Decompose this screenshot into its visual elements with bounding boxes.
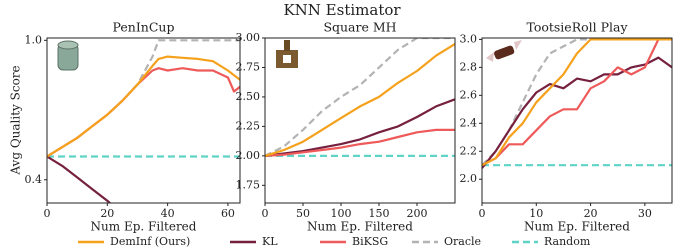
x-tick-label: 20 — [584, 207, 598, 220]
x-axis-label: Num Ep. Filtered — [91, 220, 197, 234]
y-tick-label: 2.8 — [460, 60, 478, 73]
y-tick-label: 2.0 — [460, 172, 478, 185]
x-tick-label: 0 — [262, 207, 269, 220]
x-tick-label: 0 — [44, 207, 51, 220]
y-tick-label: 2.25 — [236, 119, 261, 132]
y-tick-label: 2.00 — [236, 149, 261, 162]
figure-title: KNN Estimator — [283, 1, 401, 19]
series-line — [482, 39, 672, 165]
y-tick-label: 0.4 — [25, 173, 43, 186]
x-tick-label: 0 — [479, 207, 486, 220]
axes-frame — [482, 38, 672, 203]
y-tick-label: 2.50 — [236, 90, 261, 103]
panel-title: TootsieRoll Play — [526, 20, 628, 35]
legend-label: BiKSG — [352, 235, 388, 248]
x-tick-label: 30 — [638, 207, 652, 220]
x-axis-label: Num Ep. Filtered — [524, 220, 630, 234]
figure: KNN Estimator Avg Quality Score PenInCup… — [0, 0, 684, 252]
y-tick-label: 3.0 — [460, 32, 478, 45]
y-tick-label: 2.6 — [460, 88, 478, 101]
x-tick-label: 100 — [331, 207, 352, 220]
series-line — [482, 39, 672, 165]
series-line — [482, 39, 672, 165]
x-tick-label: 10 — [529, 207, 543, 220]
x-axis-label: Num Ep. Filtered — [307, 220, 413, 234]
y-tick-label: 2.4 — [460, 116, 478, 129]
tootsie-icon — [486, 40, 522, 62]
series-line — [47, 68, 240, 156]
legend-label: Oracle — [444, 235, 481, 248]
panel-title: PenInCup — [113, 20, 175, 35]
x-tick-label: 20 — [100, 207, 114, 220]
square-icon — [276, 40, 298, 68]
pen-cup-icon — [58, 41, 78, 70]
y-axis-label: Avg Quality Score — [9, 65, 23, 175]
panel-title: Square MH — [323, 20, 396, 35]
series-line — [265, 99, 455, 156]
legend-label: DemInf (Ours) — [110, 235, 190, 248]
x-tick-label: 150 — [369, 207, 390, 220]
series-line — [47, 157, 122, 215]
y-tick-label: 2.75 — [236, 60, 261, 73]
y-tick-label: 1.0 — [25, 33, 43, 46]
legend-label: Random — [544, 235, 591, 248]
y-tick-label: 1.75 — [236, 178, 261, 191]
x-tick-label: 50 — [296, 207, 310, 220]
y-tick-label: 3.00 — [236, 31, 261, 44]
legend: DemInf (Ours) KL BiKSG Oracle Random — [78, 235, 591, 248]
legend-label: KL — [262, 235, 278, 248]
plots: PenInCup Num Ep. Filtered 0.4 1.0 0 20 40 60 Squ… — [25, 20, 673, 234]
plot-area — [482, 39, 672, 168]
x-tick-label: 60 — [221, 207, 235, 220]
series-line — [482, 58, 672, 168]
x-tick-label: 200 — [407, 207, 428, 220]
x-tick-label: 40 — [161, 207, 175, 220]
y-tick-label: 2.2 — [460, 144, 478, 157]
